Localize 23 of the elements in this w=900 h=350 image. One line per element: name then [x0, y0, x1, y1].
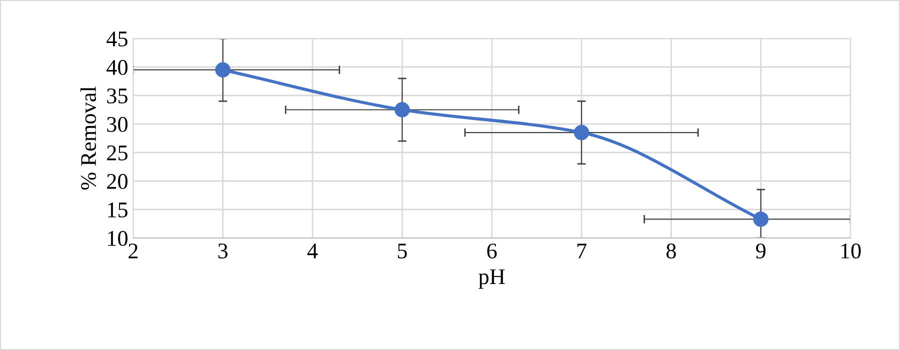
point — [215, 62, 230, 78]
y-tick-label: 40 — [106, 60, 128, 75]
y-tick-label: 10 — [108, 230, 128, 246]
point — [753, 212, 768, 227]
y-tick-label: 35 — [107, 88, 128, 104]
point — [574, 124, 590, 140]
point — [394, 102, 410, 118]
y-tick-label: 45 — [106, 32, 128, 46]
x-tick-label: 8 — [666, 244, 676, 258]
x-tick-label: 5 — [398, 244, 407, 258]
x-tick-label: 4 — [307, 244, 318, 258]
y-tick-label: 15 — [108, 202, 128, 218]
x-tick-label: 9 — [756, 244, 766, 258]
x-tick-label: 10 — [841, 244, 861, 258]
y-tick-label: 25 — [107, 145, 128, 160]
y-tick-label: 30 — [107, 116, 128, 132]
x-tick-label: 3 — [218, 244, 228, 258]
y-axis-title: % Removal — [80, 86, 96, 190]
y-tick-label: 20 — [107, 174, 128, 189]
x-tick-label: 6 — [487, 244, 497, 258]
x-tick-label: 7 — [577, 244, 586, 258]
x-axis-title: pH — [478, 269, 505, 289]
x-tick-label: 2 — [128, 244, 138, 258]
